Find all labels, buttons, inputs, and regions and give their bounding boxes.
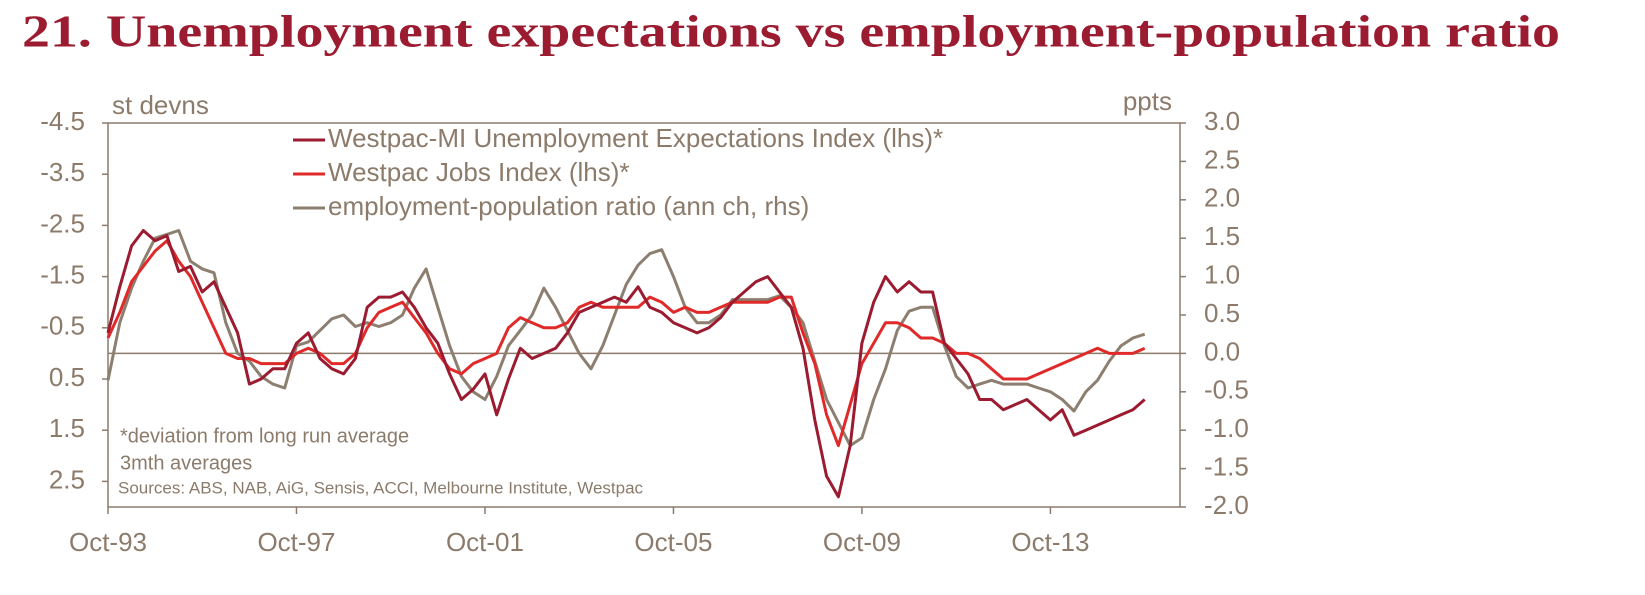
y2-tick-label: 1.5	[1204, 221, 1240, 251]
y2-tick-label: 3.0	[1204, 106, 1240, 136]
x-tick-label: Oct-01	[446, 527, 524, 557]
y2-tick-label: 2.0	[1204, 183, 1240, 213]
x-tick-label: Oct-09	[823, 527, 901, 557]
chart-title: 21. Unemployment expectations vs employm…	[22, 6, 1560, 57]
y-axis-label: st devns	[112, 90, 209, 120]
note: *deviation from long run average	[120, 425, 409, 447]
y-tick-label: -1.5	[40, 259, 85, 289]
y-tick-label: -4.5	[40, 106, 85, 136]
series-line	[106, 229, 1146, 499]
y-tick-label: -2.5	[40, 208, 85, 238]
y2-tick-label: -0.5	[1204, 375, 1249, 405]
x-tick-label: Oct-97	[257, 527, 335, 557]
series-line	[106, 239, 1146, 448]
y2-tick-label: -1.0	[1204, 413, 1249, 443]
y2-tick-label: -1.5	[1204, 451, 1249, 481]
note: 3mth averages	[120, 452, 252, 474]
x-tick-label: Oct-93	[69, 527, 147, 557]
y2-tick-label: 1.0	[1204, 259, 1240, 289]
y-tick-label: -3.5	[40, 157, 85, 187]
legend-label: Westpac Jobs Index (lhs)*	[328, 157, 630, 187]
y-tick-label: 0.5	[49, 362, 85, 392]
y2-tick-label: 2.5	[1204, 144, 1240, 174]
series-line	[106, 229, 1146, 448]
y2-tick-label: -2.0	[1204, 490, 1249, 520]
legend-label: employment-population ratio (ann ch, rhs…	[328, 191, 809, 221]
y2-tick-label: 0.5	[1204, 298, 1240, 328]
legend-label: Westpac-MI Unemployment Expectations Ind…	[328, 123, 943, 153]
source: Sources: ABS, NAB, AiG, Sensis, ACCI, Me…	[118, 478, 644, 497]
x-tick-label: Oct-13	[1011, 527, 1089, 557]
y2-tick-label: 0.0	[1204, 336, 1240, 366]
y-tick-label: 2.5	[49, 464, 85, 494]
y2-axis-label: ppts	[1123, 86, 1172, 116]
y-tick-label: 1.5	[49, 413, 85, 443]
plot-frame	[107, 122, 1181, 508]
x-tick-label: Oct-05	[634, 527, 712, 557]
y-tick-label: -0.5	[40, 311, 85, 341]
